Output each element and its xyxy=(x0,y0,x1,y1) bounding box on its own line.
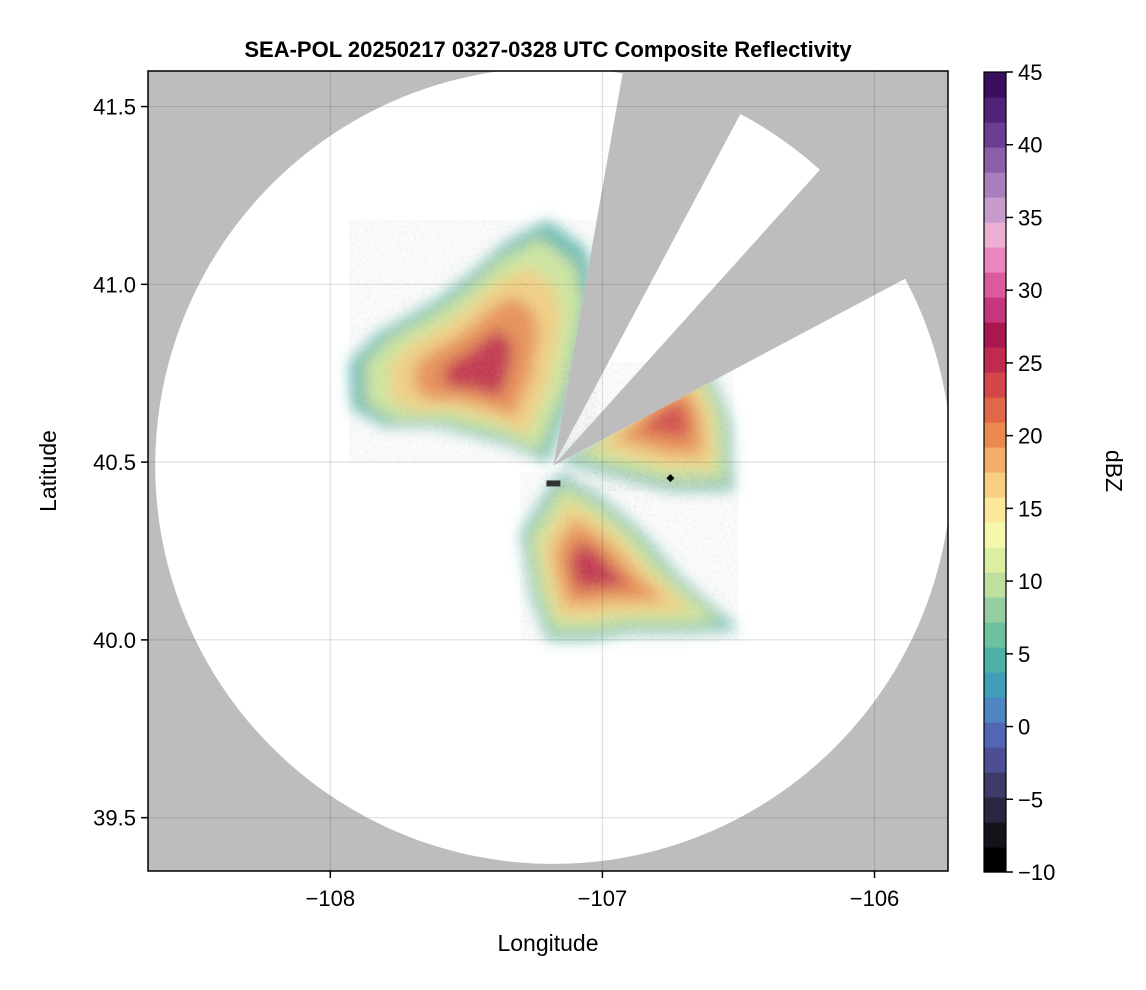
point-marker xyxy=(666,474,675,483)
plot-frame xyxy=(147,70,949,872)
colorbar-tick-label: 35 xyxy=(1018,205,1042,230)
colorbar-tick-label: 30 xyxy=(1018,278,1042,303)
colorbar-segment xyxy=(984,397,1006,423)
colorbar-tick-label: 45 xyxy=(1018,60,1042,85)
colorbar-segment xyxy=(984,547,1006,573)
colorbar-segment xyxy=(984,147,1006,173)
colorbar-segment xyxy=(984,647,1006,673)
colorbar-segment xyxy=(984,247,1006,273)
colorbar-segment xyxy=(984,372,1006,398)
y-tick-label: 41.0 xyxy=(93,272,136,297)
colorbar-segment xyxy=(984,472,1006,498)
x-axis-label: Longitude xyxy=(497,930,598,956)
plot-area xyxy=(148,71,948,871)
colorbar: −10 −5 0 5 10 15 20 25 30 35 40 45 xyxy=(983,60,1055,885)
colorbar-segment xyxy=(984,522,1006,548)
colorbar-label: dBZ xyxy=(1101,450,1127,492)
colorbar-segment xyxy=(984,172,1006,198)
colorbar-tick-label: 5 xyxy=(1018,642,1030,667)
echo-speckle xyxy=(349,220,597,463)
x-tick-label: −107 xyxy=(578,886,628,911)
y-axis-label: Latitude xyxy=(35,430,61,512)
colorbar-tick-label: −10 xyxy=(1018,860,1055,885)
colorbar-segment xyxy=(984,797,1006,823)
colorbar-segment xyxy=(984,197,1006,223)
echo-speckle xyxy=(520,472,739,640)
markers xyxy=(546,474,675,487)
colorbar-segment xyxy=(984,572,1006,598)
y-tick-label: 41.5 xyxy=(93,95,136,120)
colorbar-tick-label: 10 xyxy=(1018,569,1042,594)
y-tick-label: 40.0 xyxy=(93,628,136,653)
colorbar-segment xyxy=(984,497,1006,523)
colorbar-segment xyxy=(984,97,1006,123)
colorbar-tick-label: 40 xyxy=(1018,133,1042,158)
colorbar-segment xyxy=(984,222,1006,248)
colorbar-tick-label: −5 xyxy=(1018,787,1043,812)
colorbar-segment xyxy=(984,322,1006,348)
echo-speckle xyxy=(561,362,734,491)
colorbar-segment xyxy=(984,122,1006,148)
colorbar-tick-label: 20 xyxy=(1018,424,1042,449)
y-tick-label: 40.5 xyxy=(93,450,136,475)
colorbar-segment xyxy=(984,272,1006,298)
colorbar-segment xyxy=(984,722,1006,748)
x-tick-label: −108 xyxy=(306,886,356,911)
colorbar-segment xyxy=(984,847,1006,873)
colorbar-tick-label: 15 xyxy=(1018,496,1042,521)
colorbar-segment xyxy=(984,597,1006,623)
colorbar-segment xyxy=(984,822,1006,848)
chart-title: SEA-POL 20250217 0327-0328 UTC Composite… xyxy=(244,37,852,62)
x-axis: −108 −107 −106 xyxy=(306,871,900,911)
y-axis: 39.5 40.0 40.5 41.0 41.5 xyxy=(93,95,148,831)
colorbar-segment xyxy=(984,422,1006,448)
echo-texture xyxy=(349,220,739,640)
colorbar-tick-label: 0 xyxy=(1018,715,1030,740)
radar-coverage-area xyxy=(155,71,948,864)
colorbar-segment xyxy=(984,72,1006,98)
gridlines xyxy=(148,71,948,871)
y-tick-label: 39.5 xyxy=(93,806,136,831)
reflectivity-echoes xyxy=(349,220,739,640)
x-tick-label: −106 xyxy=(850,886,900,911)
colorbar-segment xyxy=(984,447,1006,473)
colorbar-segment xyxy=(984,697,1006,723)
colorbar-segment xyxy=(984,347,1006,373)
colorbar-frame xyxy=(983,71,1007,873)
radar-site-marker xyxy=(546,480,561,487)
colorbar-segment xyxy=(984,672,1006,698)
colorbar-segment xyxy=(984,622,1006,648)
colorbar-segment xyxy=(984,772,1006,798)
colorbar-tick-label: 25 xyxy=(1018,351,1042,376)
colorbar-segment xyxy=(984,747,1006,773)
colorbar-segment xyxy=(984,297,1006,323)
